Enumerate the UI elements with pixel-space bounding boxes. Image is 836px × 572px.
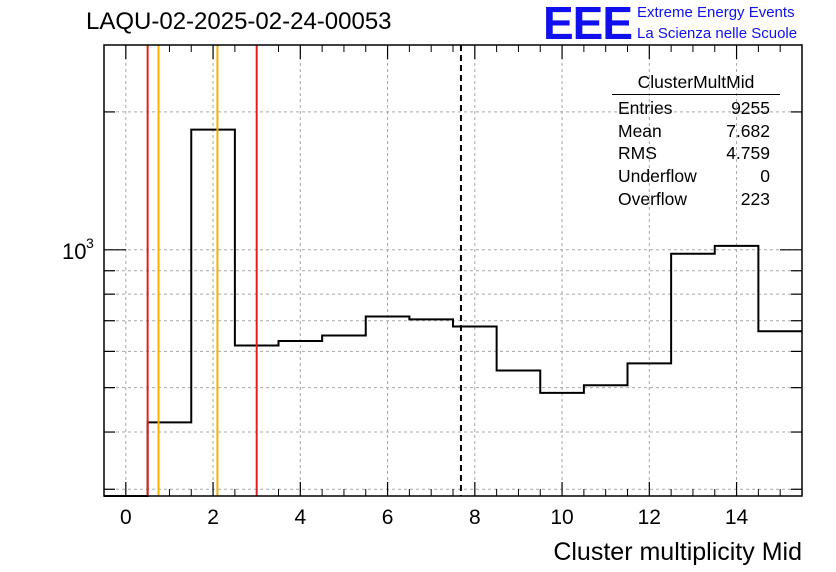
histogram-bin	[497, 371, 541, 496]
stats-row-mean: Mean 7.682	[612, 120, 780, 143]
stats-label: RMS	[618, 143, 657, 164]
x-tick-label: 4	[294, 506, 306, 529]
stats-value: 223	[740, 188, 770, 209]
x-tick-labels: 0 2 4 6 8 10 12 14	[120, 506, 749, 529]
stats-value: 9255	[731, 98, 770, 118]
histogram-bin	[628, 363, 672, 496]
eee-logo: EEE	[543, 0, 633, 49]
stats-value: 7.682	[726, 120, 770, 141]
histogram-bin	[584, 385, 628, 496]
stats-row-underflow: Underflow 0	[612, 165, 780, 188]
y-tick-label-exponent: 3	[86, 235, 94, 251]
histogram-bin	[279, 341, 323, 496]
stats-row-entries: Entries 9255	[612, 97, 780, 120]
x-axis-title: Cluster multiplicity Mid	[553, 538, 802, 566]
axis-ticks	[103, 45, 803, 496]
histogram-bin	[191, 130, 235, 496]
eee-logo-line-1: Extreme Energy Events	[637, 4, 795, 21]
histogram-bin	[715, 246, 759, 496]
y-tick-label: 10	[62, 239, 86, 264]
run-title: LAQU-02-2025-02-24-00053	[86, 8, 392, 35]
eee-logo-line-2: La Scienza nelle Scuole	[637, 25, 798, 42]
histogram-bin	[758, 331, 802, 496]
histogram-step-line	[104, 128, 802, 497]
x-tick-label: 0	[120, 506, 132, 529]
stats-title: ClusterMultMid	[612, 72, 780, 95]
plot-frame	[103, 44, 803, 497]
y-tick-labels: 10 3	[62, 235, 94, 264]
histogram-bin	[671, 254, 715, 496]
x-tick-label: 10	[550, 506, 573, 529]
stats-label: Overflow	[618, 188, 688, 209]
x-tick-label: 12	[638, 506, 661, 529]
histogram-bin	[366, 317, 410, 496]
stats-label: Mean	[618, 120, 662, 141]
stats-label: Entries	[618, 98, 673, 118]
marker-lines	[146, 45, 462, 496]
stats-row-overflow: Overflow 223	[612, 188, 780, 211]
histogram-bin	[148, 422, 192, 496]
stats-box: ClusterMultMid Entries 9255 Mean 7.682 R…	[612, 72, 780, 210]
histogram-bin	[540, 393, 584, 496]
stats-value: 0	[760, 166, 770, 187]
histogram-bin	[322, 335, 366, 496]
stats-row-rms: RMS 4.759	[612, 142, 780, 165]
x-tick-label: 2	[207, 506, 219, 529]
histogram-bin	[453, 326, 497, 496]
histogram-bars	[104, 128, 802, 497]
stats-label: Underflow	[618, 166, 697, 187]
x-tick-label: 8	[469, 506, 481, 529]
histogram-bin	[409, 319, 453, 496]
x-tick-label: 6	[382, 506, 394, 529]
x-tick-label: 14	[725, 506, 749, 529]
stats-value: 4.759	[726, 143, 770, 164]
